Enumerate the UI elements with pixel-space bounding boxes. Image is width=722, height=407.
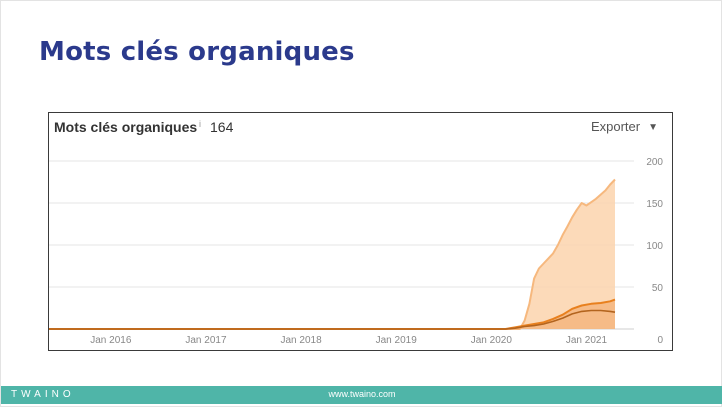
- y-tick-label-200: 200: [646, 157, 663, 168]
- series-line-3: [49, 309, 616, 330]
- footer-logo: TWAINO: [11, 389, 75, 400]
- series-line-1: [49, 178, 616, 330]
- export-label: Exporter: [590, 119, 641, 134]
- series-area-1: [49, 179, 615, 329]
- footer-url[interactable]: www.twaino.com: [328, 389, 396, 399]
- x-tick-label: Jan 2021: [566, 335, 608, 346]
- series-area-2: [49, 299, 615, 329]
- x-tick-label: Jan 2019: [376, 335, 418, 346]
- panel-title: Mots clés organiques: [54, 119, 198, 135]
- y-tick-label-150: 150: [646, 199, 663, 210]
- chevron-down-icon: ▼: [648, 122, 658, 133]
- series-line-2: [49, 298, 616, 330]
- x-tick-label: Jan 2018: [280, 335, 322, 346]
- slide-title: Mots clés organiques: [39, 37, 355, 67]
- footer-bar: TWAINO www.twaino.com: [1, 386, 722, 404]
- x-axis-tick-labels: Jan 2016 Jan 2017 Jan 2018 Jan 2019 Jan 2020…: [90, 335, 607, 346]
- y-tick-label-50: 50: [652, 283, 664, 294]
- x-tick-label: Jan 2017: [185, 335, 227, 346]
- series-areas: [49, 178, 616, 330]
- keyword-count: 164: [210, 119, 234, 135]
- x-tick-label: Jan 2016: [90, 335, 132, 346]
- info-icon[interactable]: i: [199, 119, 201, 129]
- y-tick-label-0: 0: [657, 335, 663, 346]
- x-tick-label: Jan 2020: [471, 335, 513, 346]
- export-button[interactable]: Exporter ▼: [591, 119, 658, 134]
- y-axis-tick-labels: 0 50 100 150 200: [646, 157, 663, 346]
- y-tick-label-100: 100: [646, 241, 663, 252]
- organic-keywords-panel: Mots clés organiques i 164 Exporter ▼ 0 50…: [48, 112, 673, 351]
